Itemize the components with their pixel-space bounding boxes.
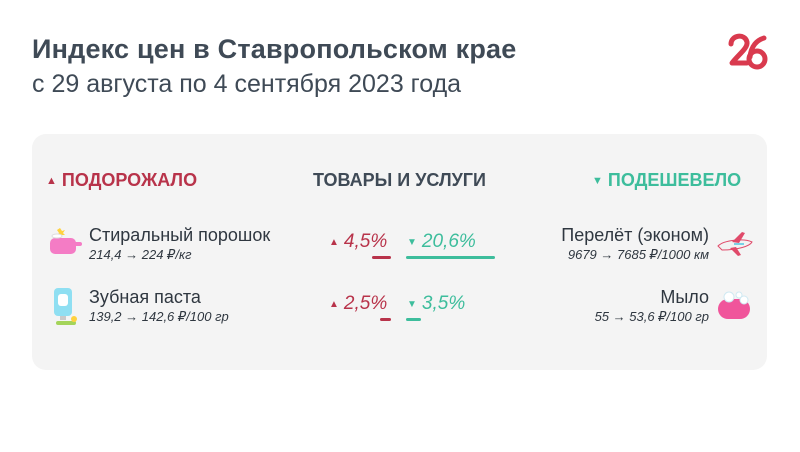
up-triangle-icon: ▲ bbox=[329, 237, 339, 248]
up-triangle-icon: ▲ bbox=[329, 299, 339, 310]
column-header-up: ▲ ПОДОРОЖАЛО bbox=[46, 170, 197, 191]
down-triangle-icon: ▼ bbox=[592, 175, 603, 187]
column-header-middle: ТОВАРЫ И УСЛУГИ bbox=[313, 170, 486, 190]
down-triangle-icon: ▼ bbox=[407, 299, 417, 310]
soap-icon bbox=[718, 291, 750, 319]
toothpaste-icon bbox=[54, 288, 77, 325]
item-name-detergent: Стиральный порошок bbox=[89, 225, 271, 245]
item-name-toothpaste: Зубная паста bbox=[89, 287, 201, 307]
change-down-airfare-value: 20,6% bbox=[421, 231, 476, 252]
change-up-toothpaste: ▲ 2,5% bbox=[329, 293, 387, 315]
bar-down-soap bbox=[406, 318, 422, 321]
item-name-airfare: Перелёт (эконом) bbox=[561, 225, 709, 245]
item-price-soap: 55 → 53,6 ₽/100 гр bbox=[594, 309, 709, 324]
change-up-detergent: ▲ 4,5% bbox=[329, 231, 387, 253]
up-triangle-icon: ▲ bbox=[46, 175, 57, 187]
price-index-card bbox=[32, 134, 767, 370]
change-down-soap: ▼ 3,5% bbox=[407, 293, 465, 315]
bar-up-detergent bbox=[371, 256, 391, 259]
logo-26-icon bbox=[728, 33, 768, 70]
change-down-soap-value: 3,5% bbox=[421, 293, 466, 314]
column-header-up-label: ПОДОРОЖАЛО bbox=[61, 170, 198, 190]
item-price-toothpaste: 139,2 → 142,6 ₽/100 гр bbox=[89, 309, 229, 324]
page-title: Индекс цен в Ставропольском крае bbox=[32, 34, 517, 64]
page-subtitle: с 29 августа по 4 сентября 2023 года bbox=[32, 70, 462, 98]
bar-down-airfare bbox=[406, 256, 495, 259]
down-triangle-icon: ▼ bbox=[407, 237, 417, 248]
change-up-detergent-value: 4,5% bbox=[343, 231, 388, 252]
bar-up-toothpaste bbox=[380, 318, 391, 321]
airplane-icon bbox=[717, 232, 753, 256]
item-price-airfare: 9679 → 7685 ₽/1000 км bbox=[567, 247, 709, 262]
change-up-toothpaste-value: 2,5% bbox=[343, 293, 388, 314]
column-header-down: ▼ ПОДЕШЕВЕЛО bbox=[592, 170, 741, 191]
column-header-down-label: ПОДЕШЕВЕЛО bbox=[607, 170, 742, 190]
change-down-airfare: ▼ 20,6% bbox=[407, 231, 476, 253]
item-price-detergent: 214,4 → 224 ₽/кг bbox=[89, 247, 192, 262]
item-name-soap: Мыло bbox=[660, 287, 709, 307]
detergent-icon bbox=[50, 228, 82, 254]
